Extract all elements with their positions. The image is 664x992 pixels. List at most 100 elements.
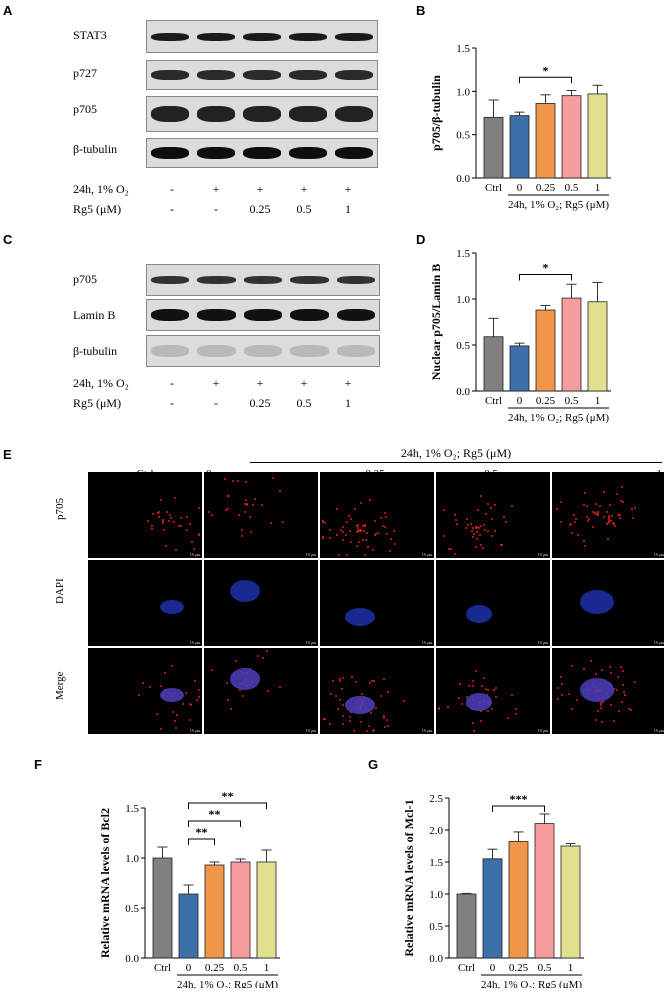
group-header-line <box>250 462 662 463</box>
blot-band <box>289 32 327 41</box>
blot-band <box>335 106 373 122</box>
treatment-sign: + <box>344 182 352 196</box>
p705-signal <box>620 701 623 704</box>
y-tick-label: 0.0 <box>456 386 470 398</box>
p705-signal <box>368 682 371 685</box>
p705-signal <box>455 519 458 522</box>
blot-row-label: STAT3 <box>73 28 107 42</box>
p705-signal <box>510 504 513 507</box>
p705-signal <box>492 688 495 691</box>
p705-signal <box>190 704 193 707</box>
p705-signal <box>571 531 573 534</box>
p705-signal <box>365 538 368 541</box>
p705-signal <box>386 719 389 722</box>
bar <box>509 345 530 392</box>
p705-signal <box>611 522 614 525</box>
x-tick-label: 0 <box>186 962 192 974</box>
p705-signal <box>571 664 574 667</box>
p705-signal <box>442 535 445 538</box>
p705-signal <box>379 517 382 520</box>
blot-row-label: β-tubulin <box>73 142 118 156</box>
p705-signal <box>600 720 603 723</box>
p705-signal <box>602 516 605 519</box>
panel-label-e: E <box>3 447 12 462</box>
p705-signal <box>341 676 344 679</box>
x-tick-label: 0.5 <box>565 395 579 407</box>
p705-signal <box>186 529 189 532</box>
x-tick-label: 1 <box>595 395 601 407</box>
p705-signal <box>607 517 610 520</box>
nucleus <box>580 590 614 614</box>
p705-signal <box>366 531 369 534</box>
p705-signal <box>472 722 475 725</box>
p705-signal <box>249 531 252 533</box>
p705-signal <box>557 687 560 690</box>
blot-band <box>151 276 190 284</box>
treatment-sign: - <box>170 376 174 390</box>
treatment-sign: + <box>344 376 352 390</box>
p705-signal <box>211 668 214 671</box>
p705-signal <box>622 669 625 672</box>
p705-signal <box>360 721 363 724</box>
x-tick-label: 0 <box>490 962 496 974</box>
p705-signal <box>278 686 281 689</box>
x-group-label: 24h, 1% O₂; Rg5 (μM) <box>508 199 609 211</box>
p705-signal <box>449 547 452 550</box>
nucleus <box>466 605 492 623</box>
scale-bar-label: 10 μm <box>189 640 200 645</box>
bar <box>482 858 503 959</box>
y-tick-label: 0.5 <box>125 903 139 915</box>
p705-signal <box>487 709 490 712</box>
p705-signal <box>174 727 177 730</box>
p705-signal <box>147 520 150 523</box>
blot-row-label: p705 <box>73 102 97 116</box>
micrograph: 10 μm <box>320 560 434 646</box>
treatment-sign: + <box>300 376 308 390</box>
p705-signal <box>559 521 562 524</box>
row-label: DAPI <box>54 578 66 604</box>
rg5-dose: - <box>170 202 174 216</box>
p705-signal <box>613 688 616 691</box>
bar <box>508 841 529 959</box>
p705-signal <box>279 490 282 493</box>
p705-signal <box>631 508 634 511</box>
micrograph: 10 μm <box>552 560 664 646</box>
x-tick-label: Ctrl <box>154 962 171 974</box>
rg5-dose: 0.5 <box>296 396 312 410</box>
significance-bracket <box>188 820 241 827</box>
blot-band <box>197 276 236 284</box>
panel-label-c: C <box>3 232 13 247</box>
p705-signal <box>356 523 359 526</box>
p705-signal <box>466 523 469 526</box>
p705-signal <box>351 676 354 679</box>
p705-signal <box>260 503 263 506</box>
p705-signal <box>599 707 602 710</box>
p705-signal <box>379 695 382 698</box>
p705-signal <box>618 514 621 516</box>
p705-signal <box>607 514 610 517</box>
p705-signal <box>615 689 618 692</box>
p705-signal <box>245 503 248 506</box>
p705-signal <box>583 539 586 542</box>
microscopy-group-header: 24h, 1% O₂; Rg5 (μM) <box>400 446 512 460</box>
p705-signal <box>599 505 602 508</box>
p705-signal <box>229 708 232 711</box>
blot-band <box>243 147 281 159</box>
p705-signal <box>493 529 496 532</box>
p705-signal <box>483 677 486 680</box>
scale-bar-label: 10 μm <box>421 552 432 557</box>
p705-signal <box>506 717 509 720</box>
treatment-label: 24h, 1% O₂ <box>73 182 129 196</box>
x-tick-label: 0.25 <box>536 395 556 407</box>
p705-signal <box>484 688 487 691</box>
p705-signal <box>330 693 333 696</box>
treatment-sign: + <box>212 182 220 196</box>
blot-band <box>197 309 236 321</box>
scale-bar-label: 10 μm <box>421 640 432 645</box>
rg5-dose: - <box>214 202 218 216</box>
blot-band <box>289 70 327 80</box>
p705-signal <box>595 673 598 676</box>
p705-signal <box>372 679 375 682</box>
p705-signal <box>375 533 378 535</box>
p705-signal <box>491 535 494 538</box>
